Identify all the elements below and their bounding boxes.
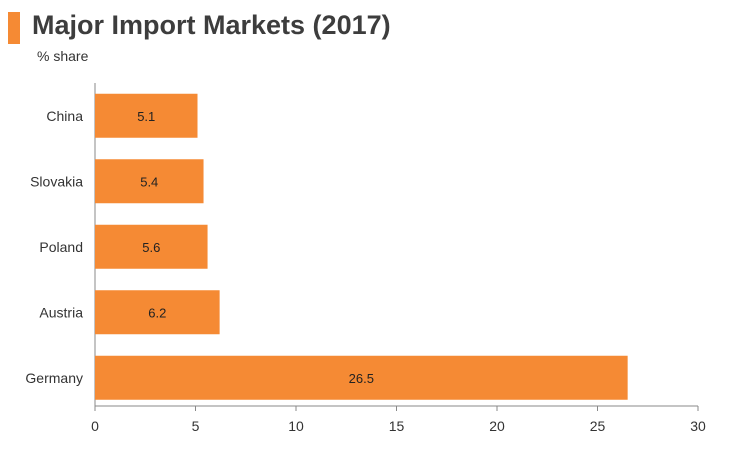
- y-category-label: Austria: [39, 304, 83, 320]
- y-category-label: Germany: [25, 370, 83, 386]
- title-accent-bar: [8, 12, 20, 44]
- bar-data-label: 26.5: [349, 371, 374, 386]
- bar-data-label: 5.1: [137, 109, 155, 124]
- bar-data-label: 5.6: [142, 240, 160, 255]
- bar-data-label: 5.4: [140, 174, 158, 189]
- bar-poland: [95, 224, 208, 269]
- x-tick-label: 20: [489, 418, 505, 434]
- x-tick-label: 0: [91, 418, 99, 434]
- chart-subtitle: % share: [37, 48, 89, 64]
- x-tick-label: 25: [590, 418, 606, 434]
- x-tick-label: 10: [288, 418, 304, 434]
- y-category-label: Slovakia: [30, 173, 83, 189]
- bar-austria: [95, 290, 220, 335]
- x-tick-label: 5: [192, 418, 200, 434]
- chart-title: Major Import Markets (2017): [32, 10, 391, 40]
- x-tick-label: 15: [389, 418, 405, 434]
- bar-slovakia: [95, 159, 204, 204]
- bar-china: [95, 93, 198, 138]
- x-tick-label: 30: [690, 418, 706, 434]
- bar-data-label: 6.2: [148, 305, 166, 320]
- bar-germany: [95, 355, 628, 400]
- y-category-label: Poland: [39, 239, 83, 255]
- y-category-label: China: [46, 108, 83, 124]
